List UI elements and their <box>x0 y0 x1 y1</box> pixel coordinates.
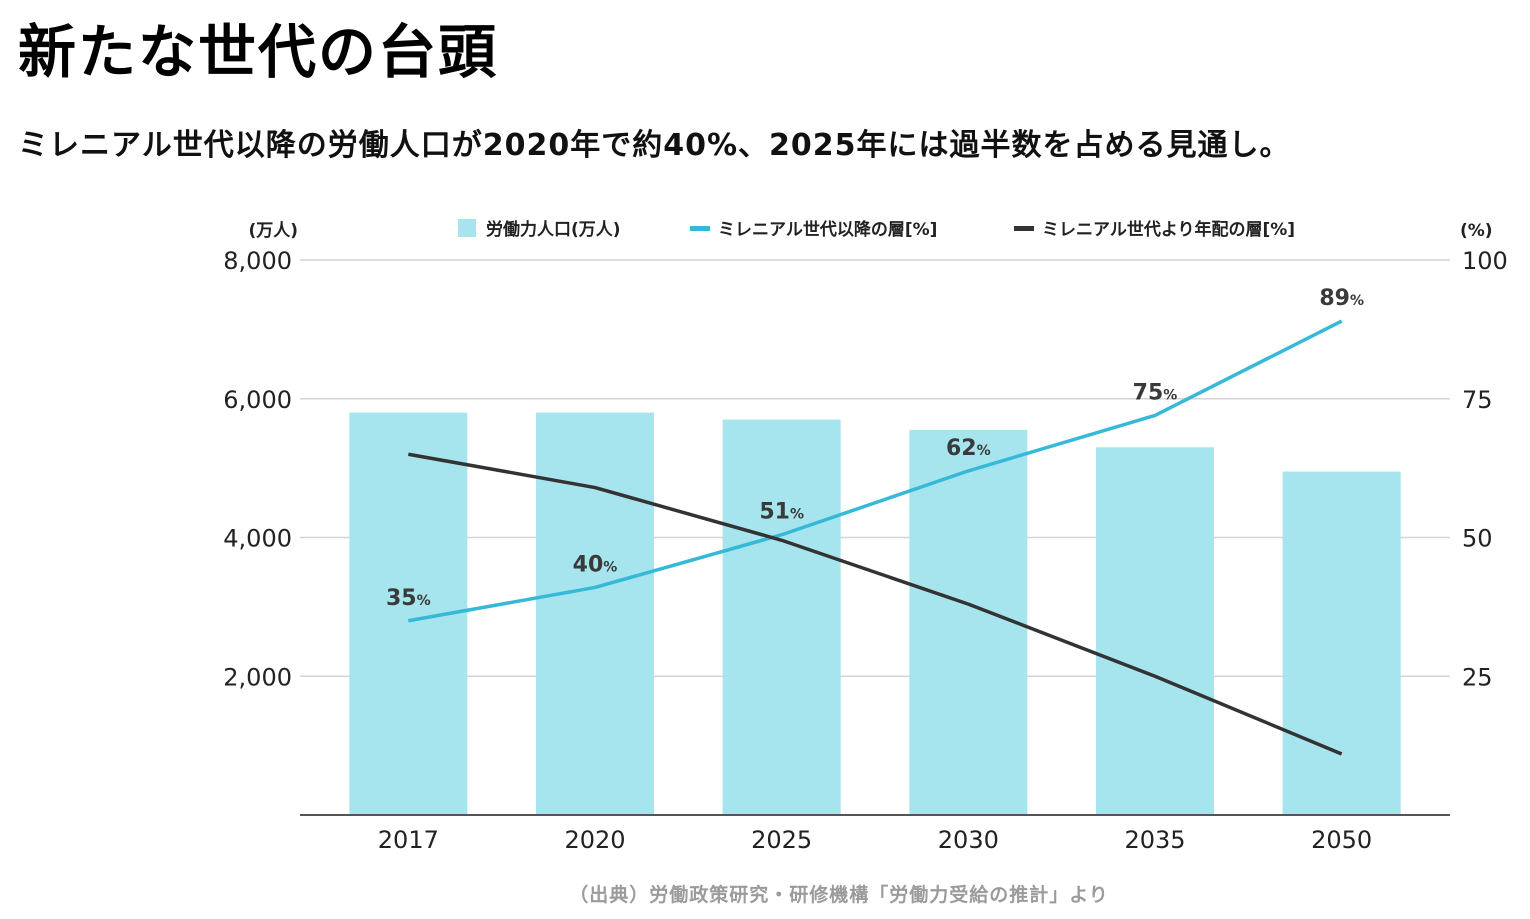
y-left-tick-label: 8,000 <box>223 247 292 275</box>
y-left-tick-label: 4,000 <box>223 525 292 553</box>
data-label: 35% <box>386 586 431 611</box>
y-left-tick-label: 2,000 <box>223 663 292 691</box>
legend-swatch-older <box>1014 226 1034 231</box>
gridlines <box>300 259 1450 677</box>
x-tick-label: 2035 <box>1124 826 1185 854</box>
y-right-axis-unit: (%) <box>1460 221 1493 241</box>
bar <box>909 429 1028 815</box>
data-label-value: 89 <box>1319 286 1350 311</box>
bar <box>722 419 841 815</box>
bar <box>1282 471 1401 815</box>
data-label-unit: % <box>603 559 617 575</box>
x-tick-label: 2050 <box>1311 826 1372 854</box>
data-label: 62% <box>946 436 991 461</box>
millennial-line <box>408 319 1343 623</box>
data-label-unit: % <box>1350 293 1364 309</box>
data-label-unit: % <box>977 443 991 459</box>
y-right-tick-label: 25 <box>1462 663 1493 691</box>
page-subtitle: ミレニアル世代以降の労働人口が2020年で約40%、2025年には過半数を占める… <box>18 128 1291 163</box>
y-right-tick-label: 75 <box>1462 386 1493 414</box>
bar <box>536 412 654 815</box>
x-tick-label: 2017 <box>378 826 439 854</box>
data-labels: 35%40%51%62%75%89% <box>386 286 1364 611</box>
data-label-value: 51 <box>759 500 790 525</box>
data-label-value: 40 <box>573 552 604 577</box>
data-label-value: 62 <box>946 436 977 461</box>
y-left-axis-unit: (万人) <box>248 221 298 241</box>
data-label: 51% <box>759 500 804 525</box>
lines <box>408 319 1343 756</box>
data-label: 75% <box>1133 380 1178 405</box>
x-tick-label: 2025 <box>751 826 812 854</box>
data-label-value: 75 <box>1133 380 1164 405</box>
page-title: 新たな世代の台頭 <box>18 18 499 86</box>
axes: 8,000 6,000 4,000 2,000 100 75 50 25 (万人) (%) 2017… <box>223 221 1508 854</box>
y-right-tick-label: 50 <box>1462 525 1493 553</box>
legend-label: 労働力人口(万人) <box>486 219 621 240</box>
y-right-tick-label: 100 <box>1462 247 1508 275</box>
legend: 労働力人口(万人) ミレニアル世代以降の層[%] ミレニアル世代より年配の層[%] <box>458 219 1295 240</box>
legend-swatch-bar <box>458 219 476 237</box>
data-label-unit: % <box>790 507 804 523</box>
x-tick-label: 2030 <box>938 826 999 854</box>
source-note: （出典）労働政策研究・研修機構「労働力受給の推計」より <box>569 884 1109 906</box>
bar <box>1096 447 1214 815</box>
data-label: 89% <box>1319 286 1364 311</box>
data-label-value: 35 <box>386 586 417 611</box>
x-tick-label: 2020 <box>564 826 625 854</box>
older-line <box>408 452 1343 756</box>
data-label: 40% <box>573 552 618 577</box>
legend-swatch-millennial <box>690 226 710 231</box>
y-left-tick-label: 6,000 <box>223 386 292 414</box>
data-label-unit: % <box>1163 387 1177 403</box>
legend-label: ミレニアル世代より年配の層[%] <box>1042 219 1295 240</box>
data-label-unit: % <box>417 593 431 609</box>
legend-label: ミレニアル世代以降の層[%] <box>718 219 937 240</box>
